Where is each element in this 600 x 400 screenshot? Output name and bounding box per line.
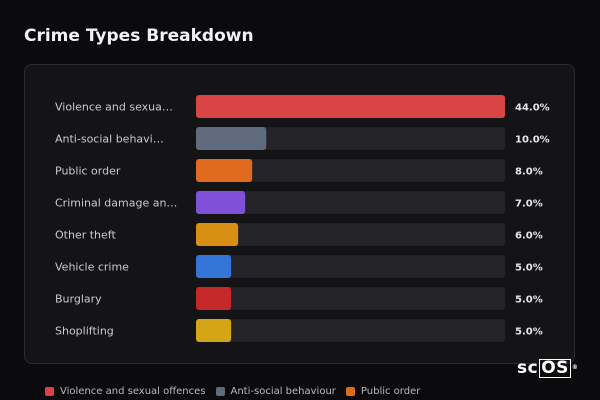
legend-swatch <box>215 387 225 396</box>
value-label: 7.0% <box>515 199 543 210</box>
category-label: Public order <box>55 165 121 178</box>
bar <box>196 287 232 310</box>
bar <box>196 255 232 278</box>
legend-item: Violence and sexual offences <box>45 386 206 397</box>
value-label: 5.0% <box>515 327 543 338</box>
bar <box>196 191 246 214</box>
legend-item: Public order <box>345 386 421 397</box>
legend-swatch <box>45 387 54 396</box>
bar-track <box>196 319 505 342</box>
bar-track <box>196 255 505 278</box>
bar <box>196 127 267 150</box>
legend-swatch <box>345 387 355 396</box>
bar-track <box>196 287 505 310</box>
bar-track <box>196 159 505 182</box>
legend-label: Anti-social behaviour <box>230 386 336 397</box>
bar <box>196 319 232 342</box>
category-label: Anti-social behavi… <box>55 133 164 146</box>
value-label: 10.0% <box>515 135 550 146</box>
watermark-prefix: sc <box>517 358 539 378</box>
watermark-box: OS <box>539 357 571 378</box>
watermark-registered: ® <box>571 364 579 371</box>
chart-title: Crime Types Breakdown <box>24 26 254 46</box>
chart-legend: Violence and sexual offences Anti-social … <box>45 386 420 397</box>
value-label: 44.0% <box>515 103 550 114</box>
value-label: 5.0% <box>515 295 543 306</box>
bar <box>196 95 505 118</box>
category-label: Violence and sexua… <box>55 101 173 114</box>
bar-chart: Violence and sexua… 44.0% Anti-social beha… <box>55 95 550 342</box>
chart-panel: Violence and sexua… 44.0% Anti-social beha… <box>24 64 575 364</box>
category-label: Criminal damage an… <box>55 197 177 210</box>
watermark-logo: sc OS ® <box>517 358 578 378</box>
category-label: Shoplifting <box>55 325 114 338</box>
category-label: Other theft <box>55 229 116 242</box>
value-label: 5.0% <box>515 263 543 274</box>
value-label: 8.0% <box>515 167 543 178</box>
bar-track <box>196 127 505 150</box>
bar-track <box>196 191 505 214</box>
category-label: Burglary <box>55 293 102 306</box>
bar-track <box>196 223 505 246</box>
legend-item: Anti-social behaviour <box>215 386 336 397</box>
value-label: 6.0% <box>515 231 543 242</box>
category-label: Vehicle crime <box>55 261 129 274</box>
legend-label: Public order <box>360 386 421 397</box>
legend-label: Violence and sexual offences <box>60 386 206 397</box>
bar <box>196 223 239 246</box>
bar <box>196 159 253 182</box>
